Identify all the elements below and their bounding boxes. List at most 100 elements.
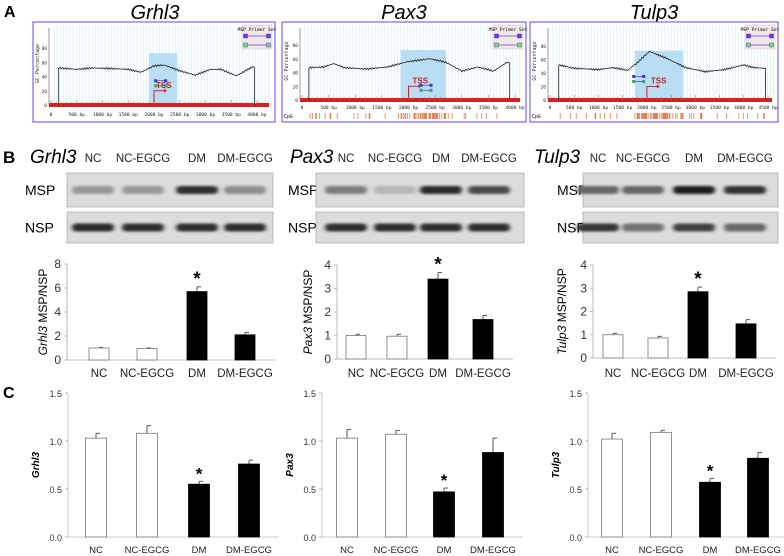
primer-marker-icon	[164, 79, 168, 83]
x-tick-label: NC-EGCG	[125, 545, 170, 556]
x-tick-label: 3500 bp	[479, 105, 499, 111]
lane-label: DM-EGCG	[717, 153, 773, 165]
gc-content-line	[308, 58, 511, 100]
y-tick-label: 0	[54, 353, 61, 367]
bar-dm-egcg	[482, 452, 504, 538]
bar-dm-egcg	[234, 334, 256, 361]
nsp-band	[622, 223, 664, 232]
x-tick-label: NC-EGCG	[374, 545, 419, 556]
bar-nc	[85, 437, 107, 538]
y-axis-label: GC Percentage	[284, 41, 290, 80]
primer-marker-icon	[642, 75, 646, 78]
y-tick-label: 3	[580, 281, 587, 295]
primer-marker-icon	[419, 83, 423, 87]
legend-marker-icon	[266, 33, 271, 39]
y-tick-label: 0	[543, 98, 546, 104]
bar-dm	[427, 278, 449, 360]
lane-label: NC	[338, 153, 355, 165]
y-tick-label: 60	[293, 57, 299, 63]
x-tick-label: 3000 bp	[196, 112, 216, 118]
lane-label: DM-EGCG	[461, 153, 517, 165]
lane-label: NC	[85, 153, 102, 165]
y-tick-label: 4	[580, 258, 587, 272]
significance-star: *	[193, 269, 201, 290]
x-tick-label: 4000 bp	[734, 105, 754, 111]
legend-marker-icon	[494, 33, 499, 39]
x-tick-label: 1500 bp	[119, 112, 139, 118]
x-tick-label: 1000 bp	[93, 112, 113, 118]
primer-marker-icon	[429, 83, 433, 87]
x-tick-label: 3500 bp	[222, 112, 242, 118]
legend-title: MSP Primer Set	[741, 27, 780, 33]
profile-title: Grhl3	[131, 2, 180, 24]
bar-nc-egcg	[386, 335, 408, 360]
x-tick-label: DM	[437, 545, 452, 556]
msp-band	[673, 186, 715, 194]
nsp-row-label: NSP	[557, 220, 586, 236]
x-tick-label: 3000 bp	[686, 105, 706, 111]
x-tick-label: 3000 bp	[452, 105, 472, 111]
msp-row-label: MSP	[25, 182, 55, 198]
legend-marker-icon	[243, 33, 248, 39]
y-axis-label: Grhl3 MSP/NSP	[36, 269, 50, 356]
bar-chart-b-tulp3: 0 1 2 3 4 Tulp3 MSP/NSP NC NC-EGCG * DM DM-EGCG	[555, 258, 776, 380]
y-tick-label: 8	[54, 257, 61, 271]
y-tick-label: 40	[42, 75, 48, 81]
msp-band	[420, 186, 462, 194]
nsp-band	[468, 223, 510, 232]
nsp-band	[176, 223, 218, 232]
cpg-island-region	[148, 53, 178, 105]
gel-gene-title: Grhl3	[30, 147, 77, 168]
x-tick-label: 1000 bp	[589, 105, 609, 111]
y-tick-label: 3	[324, 282, 331, 296]
bar-nc-egcg	[136, 432, 158, 538]
bar-dm	[433, 491, 455, 538]
y-tick-label: 80	[42, 46, 48, 52]
y-tick-label: 0.5	[303, 485, 316, 495]
x-tick-label: NC-EGCG	[639, 545, 684, 556]
nsp-band	[420, 223, 462, 232]
x-tick-label: 2000 bp	[144, 112, 164, 118]
x-tick-label: 4000 bp	[505, 105, 525, 111]
significance-star: *	[434, 255, 442, 276]
bar-nc-egcg	[647, 337, 669, 359]
significance-star: *	[441, 471, 448, 490]
y-axis-label-gene: Tulp3	[551, 451, 562, 478]
y-tick-label: 60	[42, 60, 48, 66]
primer-marker-icon	[164, 84, 168, 88]
bar-chart-c-grhl3: 0.0 0.5 1.0 1.5 Grhl3 NC NC-EGCG * DM DM-EGCG	[31, 389, 279, 556]
y-tick-label: 80	[541, 44, 547, 50]
legend-marker-icon	[769, 42, 774, 48]
y-tick-label: 1.5	[49, 389, 62, 399]
bar-nc-egcg	[385, 433, 407, 538]
y-tick-label: 1.0	[303, 437, 316, 447]
y-axis-label: Pax3 MSP/NSP	[301, 270, 315, 355]
primer-marker-icon	[429, 88, 433, 92]
legend-marker-icon	[517, 42, 522, 48]
bar-nc-egcg	[650, 431, 672, 538]
x-tick-label: NC-EGCG	[370, 368, 424, 380]
y-tick-label: 4	[324, 258, 331, 272]
y-tick-label: 60	[541, 58, 547, 64]
x-tick-label: 3500 bp	[710, 105, 730, 111]
x-tick-label: 2000 bp	[399, 105, 419, 111]
gc-content-line	[58, 64, 255, 105]
x-tick-label: DM	[192, 545, 207, 556]
nsp-band	[577, 223, 619, 232]
primer-marker-icon	[642, 80, 646, 83]
primer-marker-icon	[632, 80, 636, 83]
bar-dm-egcg	[747, 457, 769, 538]
y-tick-label: 20	[293, 84, 299, 90]
y-tick-label: 40	[541, 71, 547, 77]
bar-nc	[601, 438, 623, 538]
y-axis-label: GC Percentage	[532, 41, 538, 80]
sequence-bar	[548, 98, 772, 102]
y-tick-label: 4	[54, 305, 61, 319]
y-tick-label: 0.5	[49, 485, 62, 495]
bar-chart-c-tulp3: 0.0 0.5 1.0 1.5 Tulp3 NC NC-EGCG * DM DM-EGCG	[551, 389, 784, 556]
y-axis-label-suffix: MSP/NSP	[36, 269, 50, 326]
legend-marker-icon	[494, 42, 499, 48]
